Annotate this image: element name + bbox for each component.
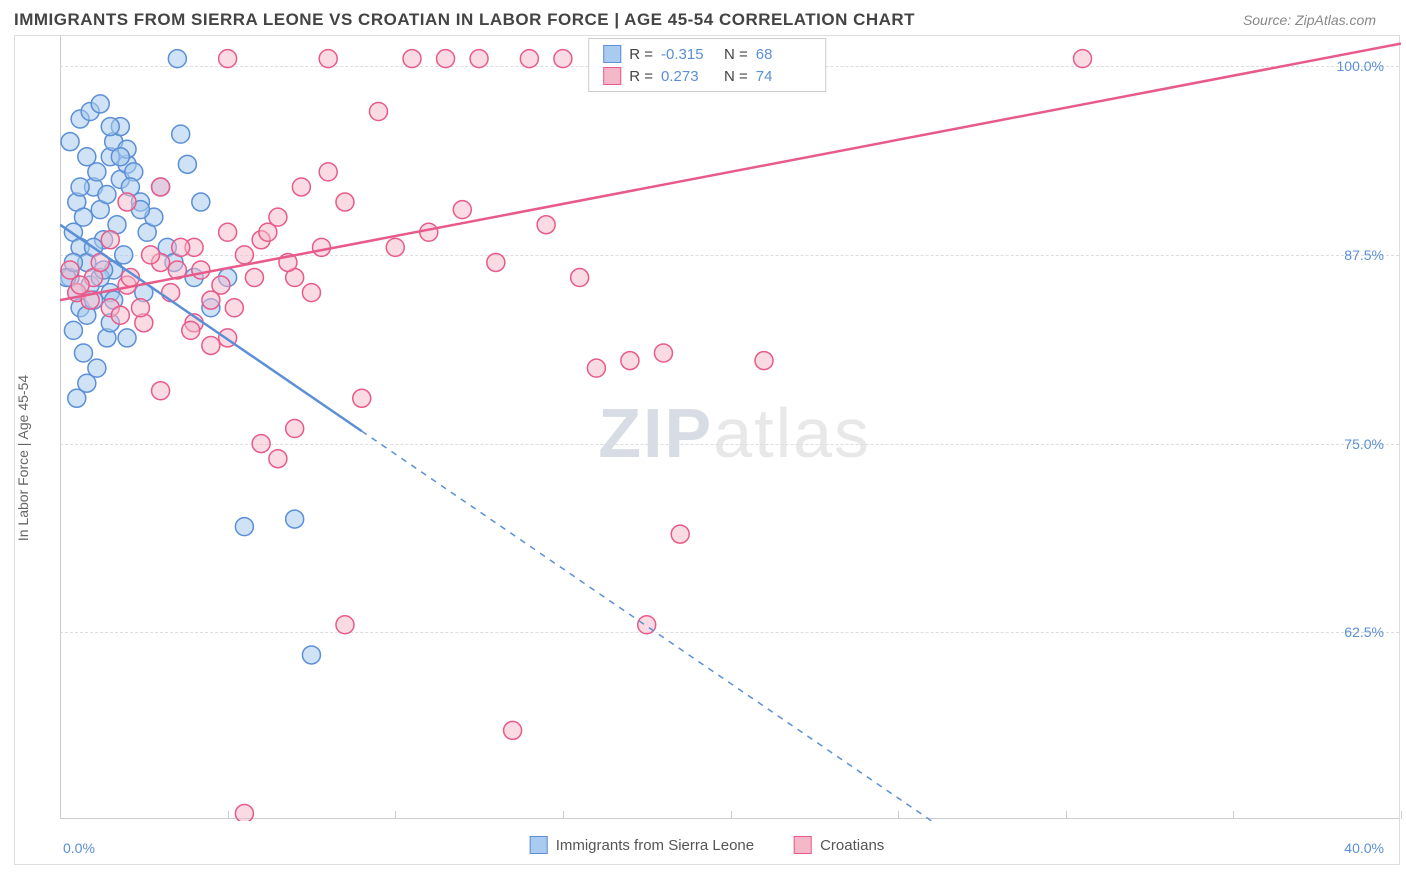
scatter-point <box>78 374 96 392</box>
scatter-point <box>554 50 572 68</box>
scatter-point <box>269 450 287 468</box>
scatter-point <box>319 50 337 68</box>
scatter-point <box>192 261 210 279</box>
scatter-point <box>259 223 277 241</box>
legend-item-croatians: Croatians <box>794 836 884 854</box>
scatter-point <box>286 510 304 528</box>
r-value: -0.315 <box>661 46 716 63</box>
scatter-point <box>219 50 237 68</box>
plot-svg <box>60 36 1401 821</box>
legend-row-series-1: R = -0.315 N = 68 <box>603 43 811 65</box>
legend-swatch-2 <box>603 67 621 85</box>
r-value: 0.273 <box>661 68 716 85</box>
scatter-point <box>336 193 354 211</box>
scatter-point <box>172 238 190 256</box>
scatter-point <box>64 321 82 339</box>
legend-correlation: R = -0.315 N = 68 R = 0.273 N = 74 <box>588 38 826 92</box>
scatter-point <box>111 148 129 166</box>
scatter-point <box>420 223 438 241</box>
scatter-point <box>302 284 320 302</box>
scatter-point <box>152 382 170 400</box>
scatter-point <box>235 804 253 821</box>
scatter-point <box>101 118 119 136</box>
n-label: N = <box>724 46 748 63</box>
scatter-point <box>219 223 237 241</box>
scatter-point <box>235 518 253 536</box>
scatter-point <box>470 50 488 68</box>
scatter-point <box>386 238 404 256</box>
scatter-point <box>353 389 371 407</box>
scatter-point <box>292 178 310 196</box>
scatter-point <box>437 50 455 68</box>
scatter-point <box>111 306 129 324</box>
scatter-point <box>168 50 186 68</box>
scatter-point <box>369 102 387 120</box>
scatter-point <box>212 276 230 294</box>
scatter-point <box>571 269 589 287</box>
chart-title: IMMIGRANTS FROM SIERRA LEONE VS CROATIAN… <box>14 10 915 30</box>
scatter-point <box>74 208 92 226</box>
scatter-point <box>319 163 337 181</box>
scatter-point <box>115 246 133 264</box>
scatter-point <box>142 246 160 264</box>
scatter-point <box>118 329 136 347</box>
scatter-point <box>101 231 119 249</box>
scatter-point <box>453 201 471 219</box>
scatter-point <box>118 193 136 211</box>
scatter-point <box>71 178 89 196</box>
scatter-point <box>520 50 538 68</box>
scatter-point <box>131 299 149 317</box>
legend-swatch-1 <box>603 45 621 63</box>
legend-label: Croatians <box>820 837 884 854</box>
scatter-point <box>78 148 96 166</box>
scatter-point <box>1074 50 1092 68</box>
chart-source: Source: ZipAtlas.com <box>1243 12 1376 28</box>
scatter-point <box>245 269 263 287</box>
scatter-point <box>654 344 672 362</box>
scatter-point <box>74 344 92 362</box>
y-axis-label: In Labor Force | Age 45-54 <box>15 375 31 541</box>
n-value: 74 <box>756 68 811 85</box>
scatter-point <box>192 193 210 211</box>
legend-swatch-croatians <box>794 836 812 854</box>
scatter-point <box>336 616 354 634</box>
scatter-point <box>671 525 689 543</box>
n-label: N = <box>724 68 748 85</box>
legend-series: Immigrants from Sierra Leone Croatians <box>530 836 885 854</box>
scatter-point <box>755 352 773 370</box>
scatter-point <box>178 155 196 173</box>
chart-header: IMMIGRANTS FROM SIERRA LEONE VS CROATIAN… <box>10 10 1396 35</box>
scatter-point <box>172 125 190 143</box>
r-label: R = <box>629 46 653 63</box>
scatter-point <box>98 186 116 204</box>
scatter-point <box>537 216 555 234</box>
scatter-point <box>504 721 522 739</box>
n-value: 68 <box>756 46 811 63</box>
scatter-point <box>152 178 170 196</box>
scatter-point <box>252 435 270 453</box>
scatter-point <box>61 133 79 151</box>
scatter-point <box>587 359 605 377</box>
scatter-point <box>91 95 109 113</box>
legend-row-series-2: R = 0.273 N = 74 <box>603 65 811 87</box>
scatter-point <box>403 50 421 68</box>
legend-label: Immigrants from Sierra Leone <box>556 837 754 854</box>
scatter-point <box>235 246 253 264</box>
scatter-point <box>182 321 200 339</box>
scatter-point <box>487 253 505 271</box>
x-label-right: 40.0% <box>1344 840 1384 856</box>
scatter-point <box>312 238 330 256</box>
x-label-left: 0.0% <box>63 840 95 856</box>
scatter-point <box>202 336 220 354</box>
scatter-point <box>225 299 243 317</box>
chart-container: In Labor Force | Age 45-54 ZIPatlas 62.5… <box>14 35 1400 865</box>
r-label: R = <box>629 68 653 85</box>
x-tick <box>1401 811 1402 819</box>
scatter-point <box>621 352 639 370</box>
scatter-point <box>302 646 320 664</box>
legend-swatch-sierra-leone <box>530 836 548 854</box>
trend-line-dashed <box>362 431 932 821</box>
scatter-point <box>286 420 304 438</box>
legend-item-sierra-leone: Immigrants from Sierra Leone <box>530 836 754 854</box>
